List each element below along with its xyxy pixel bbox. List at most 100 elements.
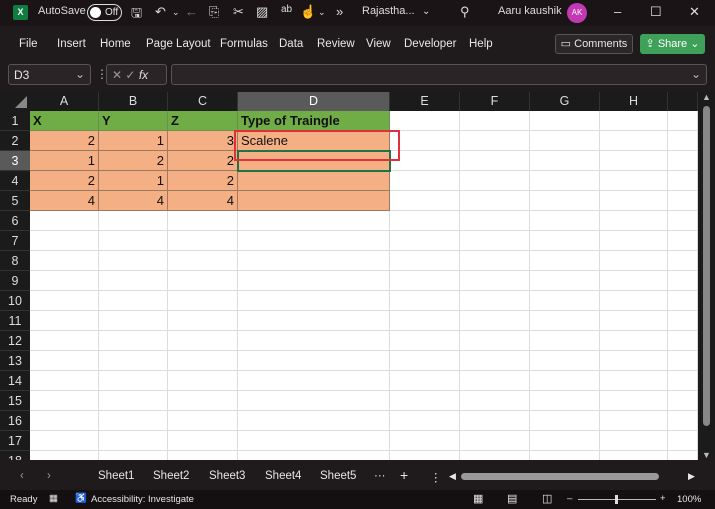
row-header[interactable]: 17	[0, 431, 30, 451]
cell[interactable]	[460, 431, 530, 451]
undo-icon[interactable]: ↶	[155, 4, 166, 19]
cell[interactable]	[668, 191, 698, 211]
more-commands-icon[interactable]: »	[336, 4, 344, 19]
row-header[interactable]: 9	[0, 271, 30, 291]
cell[interactable]	[390, 411, 460, 431]
cell[interactable]	[168, 371, 238, 391]
cell[interactable]	[460, 391, 530, 411]
vertical-scroll-thumb[interactable]	[703, 106, 710, 426]
cell[interactable]	[460, 251, 530, 271]
tab-formulas[interactable]: Formulas	[220, 38, 268, 50]
row-header[interactable]: 7	[0, 231, 30, 251]
tab-help[interactable]: Help	[469, 38, 493, 50]
cell[interactable]: Y	[99, 111, 168, 131]
sheet-tab-sheet2[interactable]: Sheet2	[153, 470, 190, 482]
cell[interactable]	[600, 391, 668, 411]
cell[interactable]	[530, 431, 600, 451]
row-header[interactable]: 8	[0, 251, 30, 271]
cell[interactable]	[668, 411, 698, 431]
cell[interactable]	[530, 251, 600, 271]
cell[interactable]	[30, 271, 99, 291]
close-icon[interactable]: ✕	[689, 4, 700, 19]
formula-bar-splitter-icon[interactable]: ⋮	[96, 67, 108, 81]
row-header[interactable]: 6	[0, 211, 30, 231]
cell[interactable]	[390, 351, 460, 371]
insert-function-icon[interactable]: fx	[138, 68, 149, 82]
cell[interactable]	[238, 171, 390, 191]
horizontal-scroll-thumb[interactable]	[461, 473, 659, 480]
row-header[interactable]: 4	[0, 171, 30, 191]
cell[interactable]	[390, 251, 460, 271]
cell[interactable]	[530, 111, 600, 131]
row-header[interactable]: 13	[0, 351, 30, 371]
cell[interactable]	[600, 251, 668, 271]
cell[interactable]	[600, 371, 668, 391]
cell[interactable]: 1	[99, 171, 168, 191]
cell[interactable]	[460, 311, 530, 331]
row-header[interactable]: 1	[0, 111, 30, 131]
cell[interactable]	[238, 251, 390, 271]
cell[interactable]	[460, 331, 530, 351]
cell[interactable]	[238, 231, 390, 251]
cell[interactable]	[238, 351, 390, 371]
zoom-slider-thumb[interactable]	[615, 495, 618, 504]
zoom-level[interactable]: 100%	[677, 494, 702, 505]
back-icon[interactable]: ←	[185, 4, 198, 19]
cell[interactable]	[238, 411, 390, 431]
cell[interactable]	[30, 371, 99, 391]
cell[interactable]	[30, 231, 99, 251]
cell[interactable]	[600, 351, 668, 371]
cell[interactable]	[99, 271, 168, 291]
cell[interactable]: 1	[30, 151, 99, 171]
cell[interactable]	[99, 251, 168, 271]
cell[interactable]	[668, 291, 698, 311]
cell[interactable]	[390, 191, 460, 211]
cancel-icon[interactable]: ✕	[112, 68, 123, 82]
cell[interactable]	[168, 291, 238, 311]
cell[interactable]: 2	[168, 171, 238, 191]
cell[interactable]	[168, 351, 238, 371]
cell[interactable]	[600, 271, 668, 291]
cell[interactable]	[30, 451, 99, 460]
chart-icon[interactable]: ▨	[256, 4, 269, 19]
cell[interactable]	[530, 311, 600, 331]
cell[interactable]	[600, 411, 668, 431]
scroll-left-icon[interactable]: ◀	[449, 471, 456, 481]
cell[interactable]	[530, 211, 600, 231]
cell[interactable]	[668, 431, 698, 451]
cell[interactable]	[168, 411, 238, 431]
cell[interactable]	[668, 231, 698, 251]
macro-icon[interactable]: ▦	[49, 493, 58, 504]
column-header[interactable]	[668, 92, 698, 111]
cell[interactable]	[390, 311, 460, 331]
formula-input[interactable]: ⌄	[171, 64, 707, 85]
next-sheet-icon[interactable]: ›	[47, 470, 51, 482]
cell[interactable]	[99, 231, 168, 251]
tab-review[interactable]: Review	[317, 38, 355, 50]
avatar[interactable]: AK	[567, 3, 587, 23]
cell[interactable]	[238, 391, 390, 411]
cell[interactable]	[390, 171, 460, 191]
cell[interactable]	[460, 171, 530, 191]
cell[interactable]	[460, 191, 530, 211]
cell[interactable]	[99, 291, 168, 311]
cell[interactable]: 2	[30, 171, 99, 191]
cell[interactable]	[99, 391, 168, 411]
save-icon[interactable]: 🖫	[131, 5, 143, 20]
tab-page-layout[interactable]: Page Layout	[146, 38, 211, 50]
cell[interactable]	[168, 271, 238, 291]
cell[interactable]	[530, 371, 600, 391]
cell[interactable]	[600, 111, 668, 131]
cell[interactable]	[460, 111, 530, 131]
row-header[interactable]: 2	[0, 131, 30, 151]
accessibility-icon[interactable]: ♿	[75, 493, 87, 504]
cell[interactable]	[668, 351, 698, 371]
column-header[interactable]: C	[168, 92, 238, 111]
cell[interactable]	[30, 251, 99, 271]
cell[interactable]	[600, 131, 668, 151]
cell[interactable]: Z	[168, 111, 238, 131]
worksheet-grid[interactable]: A B C D E F G H 1 X Y Z Type of Traingle 2 2 1 3 Scalene 3…	[0, 92, 698, 460]
cell[interactable]	[238, 271, 390, 291]
maximize-icon[interactable]: ☐	[650, 4, 662, 19]
add-sheet-icon[interactable]: +	[400, 467, 409, 483]
